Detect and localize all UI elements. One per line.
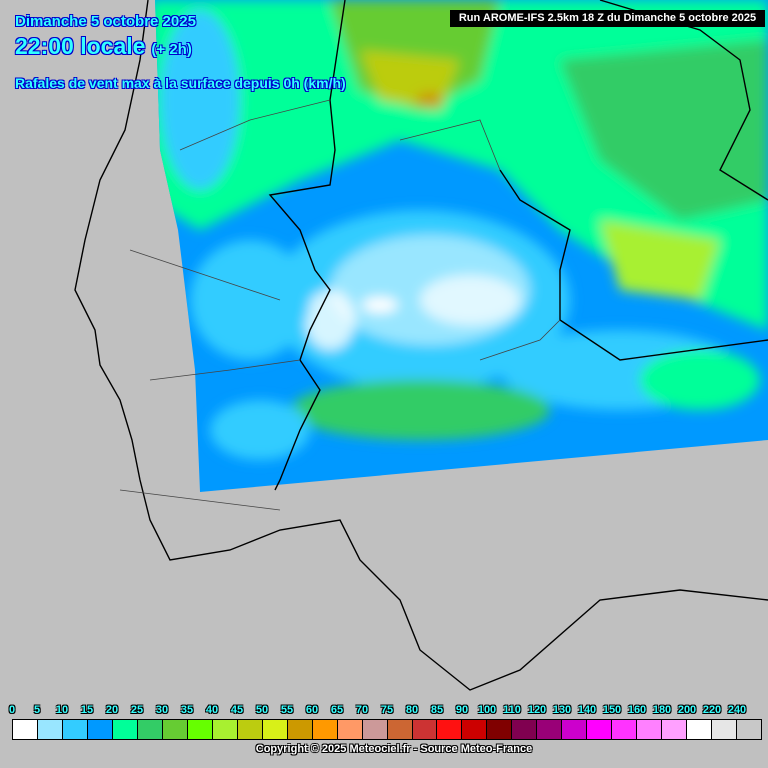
legend-label: 10 bbox=[55, 704, 69, 716]
legend-swatch bbox=[637, 720, 663, 739]
legend-swatch bbox=[137, 720, 163, 739]
legend-label: 65 bbox=[330, 704, 344, 716]
legend-label: 240 bbox=[727, 704, 747, 716]
legend-swatch bbox=[312, 720, 338, 739]
legend-swatch bbox=[187, 720, 213, 739]
copyright: Copyright © 2025 Meteociel.fr - Source M… bbox=[255, 743, 533, 755]
legend-label: 110 bbox=[503, 704, 521, 716]
legend-swatch bbox=[87, 720, 113, 739]
legend-label: 40 bbox=[205, 704, 219, 716]
legend-label: 15 bbox=[80, 704, 94, 716]
legend-swatch bbox=[287, 720, 313, 739]
parameter-title: Rafales de vent max à la surface depuis … bbox=[15, 75, 346, 91]
local-time: 22:00 locale bbox=[15, 33, 146, 59]
legend-label: 60 bbox=[305, 704, 319, 716]
legend-label: 120 bbox=[527, 704, 547, 716]
legend-label: 160 bbox=[627, 704, 647, 716]
legend-label: 0 bbox=[8, 704, 16, 716]
legend-swatch bbox=[487, 720, 513, 739]
legend-swatch bbox=[412, 720, 438, 739]
legend-swatch bbox=[737, 720, 762, 739]
legend-label: 150 bbox=[602, 704, 622, 716]
forecast-date: Dimanche 5 octobre 2025 bbox=[15, 13, 196, 30]
legend-swatch bbox=[612, 720, 638, 739]
legend-swatch bbox=[512, 720, 538, 739]
legend-label: 85 bbox=[430, 704, 444, 716]
legend-label: 90 bbox=[455, 704, 469, 716]
legend-label: 55 bbox=[280, 704, 294, 716]
legend-swatch bbox=[537, 720, 563, 739]
legend-label: 35 bbox=[180, 704, 194, 716]
legend-label: 200 bbox=[677, 704, 697, 716]
legend-label: 75 bbox=[380, 704, 394, 716]
model-run-label: Run AROME-IFS 2.5km 18 Z du Dimanche 5 o… bbox=[450, 10, 765, 27]
legend-swatch bbox=[62, 720, 88, 739]
legend-label: 80 bbox=[405, 704, 419, 716]
legend-swatch bbox=[462, 720, 488, 739]
time-offset: (+ 2h) bbox=[151, 41, 192, 58]
legend-swatch bbox=[712, 720, 738, 739]
legend-swatch bbox=[162, 720, 188, 739]
legend-swatch bbox=[337, 720, 363, 739]
legend-label: 140 bbox=[577, 704, 597, 716]
legend-label: 45 bbox=[230, 704, 244, 716]
legend-label: 50 bbox=[255, 704, 269, 716]
legend-swatch bbox=[662, 720, 688, 739]
legend-label: 220 bbox=[702, 704, 722, 716]
legend-swatch bbox=[237, 720, 263, 739]
legend-swatch bbox=[387, 720, 413, 739]
legend-swatch bbox=[112, 720, 138, 739]
legend-labels: 0 5 10 15 20 25 30 35 40 45 50 55 60 65 70 75 80 85 90 100 1… bbox=[0, 704, 768, 718]
legend-label: 180 bbox=[652, 704, 672, 716]
forecast-time: 22:00 locale (+ 2h) bbox=[15, 33, 192, 60]
region-borders bbox=[119, 99, 561, 511]
legend-label: 130 bbox=[552, 704, 572, 716]
legend-label: 25 bbox=[130, 704, 144, 716]
legend-label: 100 bbox=[477, 704, 497, 716]
legend-label: 30 bbox=[155, 704, 169, 716]
legend-label: 20 bbox=[105, 704, 119, 716]
legend-label: 5 bbox=[33, 704, 41, 716]
legend-swatch bbox=[13, 720, 38, 739]
legend-swatch bbox=[437, 720, 463, 739]
legend-swatch bbox=[37, 720, 63, 739]
legend-swatch bbox=[362, 720, 388, 739]
legend-swatch bbox=[212, 720, 238, 739]
legend-swatch bbox=[262, 720, 288, 739]
legend-swatch bbox=[587, 720, 613, 739]
legend-label: 70 bbox=[355, 704, 369, 716]
legend-swatch bbox=[687, 720, 713, 739]
color-legend bbox=[12, 719, 762, 740]
legend-swatch bbox=[562, 720, 588, 739]
